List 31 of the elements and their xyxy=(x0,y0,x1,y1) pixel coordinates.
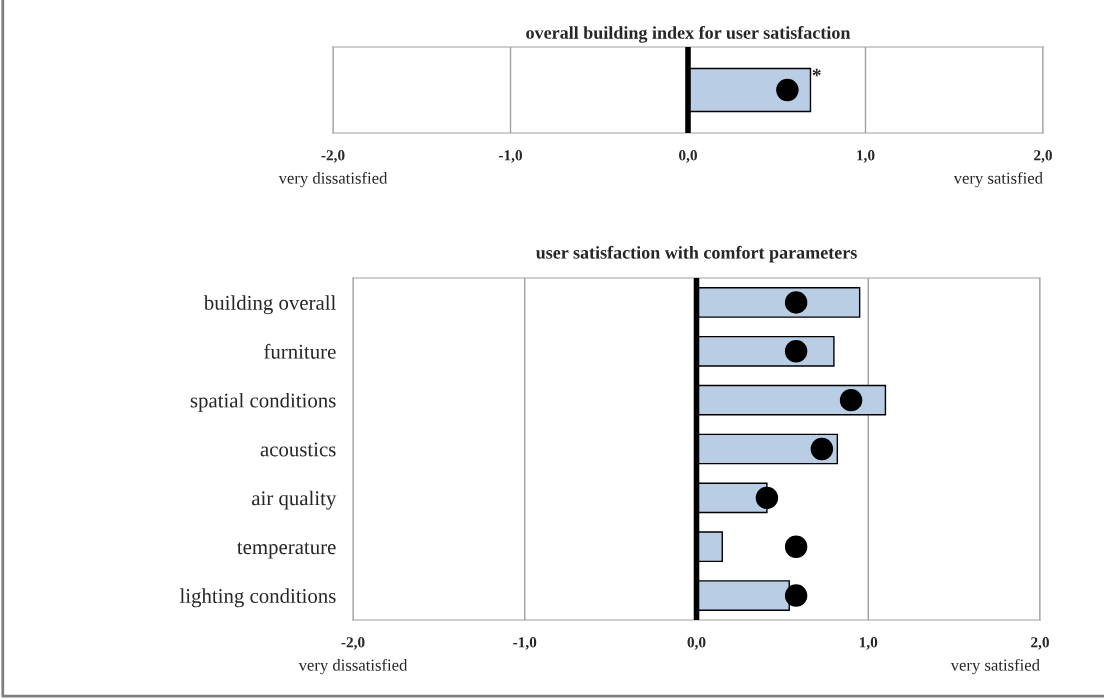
text: very satisfied xyxy=(950,658,1040,675)
point xyxy=(784,535,808,558)
point xyxy=(784,584,808,607)
point xyxy=(784,291,808,314)
x-tick-label: 0,0 xyxy=(679,150,697,163)
y-tick-label: acoustics xyxy=(260,442,336,457)
x-tick-label: -1,0 xyxy=(498,150,523,163)
x-tick-label: 2,0 xyxy=(1031,637,1049,650)
point xyxy=(784,340,808,363)
y-tick-label: air quality xyxy=(252,490,337,510)
y-tick-label: temperature xyxy=(237,542,336,559)
x-tick-label: 2,0 xyxy=(1034,150,1052,163)
text: very dissatisfied xyxy=(298,658,408,675)
x-tick-label: 1,0 xyxy=(857,150,875,163)
x-tick-label: -2,0 xyxy=(321,150,345,163)
chart-title: user satisfaction with comfort parameters xyxy=(535,245,857,263)
text: very dissatisfied xyxy=(278,171,388,188)
y-tick-label: furniture xyxy=(264,343,336,359)
point xyxy=(810,437,834,461)
x-tick-label: -1,0 xyxy=(513,637,537,650)
x-tick-label: 0,0 xyxy=(687,637,706,650)
point xyxy=(839,388,863,412)
point xyxy=(755,486,779,510)
y-tick-label: building overall xyxy=(203,295,336,315)
x-tick-label: 1,0 xyxy=(859,637,878,650)
text: very satisfied xyxy=(953,171,1043,188)
y-tick-label: lighting conditions xyxy=(179,588,336,608)
chart-title: overall building index for user satisfaction xyxy=(526,25,851,43)
y-tick-label: spatial conditions xyxy=(190,392,336,412)
x-tick-label: -2,0 xyxy=(341,637,365,650)
annotation: * xyxy=(812,68,821,77)
